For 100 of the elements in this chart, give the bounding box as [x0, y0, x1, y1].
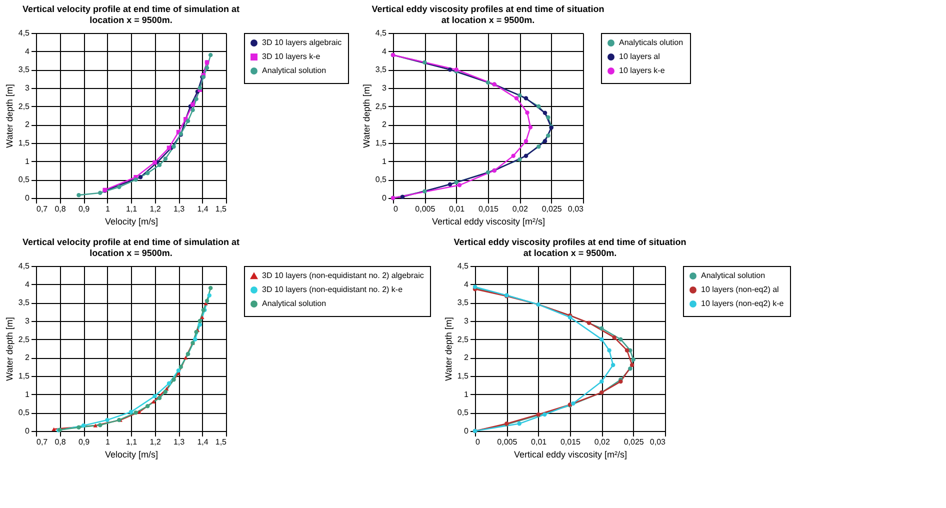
y-tick-label: 3,5 [18, 65, 30, 74]
x-tick-label: 1,2 [150, 204, 162, 214]
x-tick-label: 0,03 [650, 438, 666, 446]
x-tick-label: 1,4 [197, 438, 209, 446]
x-tick-label: 1,3 [173, 438, 186, 446]
y-tick-label: 1 [382, 156, 388, 166]
point [528, 125, 533, 130]
legend-label: 10 layers k-e [619, 66, 666, 75]
x-tick-label: 1,1 [126, 438, 138, 446]
x-tick-label: 1,5 [215, 204, 228, 214]
point [524, 96, 528, 100]
y-tick-label: 0,5 [18, 408, 30, 418]
legend-label: Analytical solution [262, 66, 326, 75]
legend-label: 10 layers (non-eq2) k-e [701, 299, 784, 308]
legend-label: 3D 10 layers algebraic [262, 38, 342, 47]
point [486, 170, 490, 174]
point [630, 362, 634, 368]
y-tick-label: 2 [25, 120, 30, 130]
point [486, 80, 490, 85]
point [511, 154, 516, 158]
point [518, 93, 522, 98]
point [514, 96, 519, 100]
chart-title: Vertical velocity profile at end time of simulation at location x = 9500m. [22, 237, 240, 258]
point [422, 189, 427, 194]
point [618, 337, 623, 342]
point [600, 337, 604, 342]
legend-label: 3D 10 layers (non-equidistant no. 2) k-e [262, 285, 404, 294]
y-tick-label: 2,5 [18, 334, 30, 344]
y-tick-label: 1,5 [457, 372, 470, 380]
x-tick-label: 0,03 [568, 204, 584, 214]
point [571, 401, 576, 406]
point [600, 379, 604, 384]
chart-title: Vertical eddy viscosity profiles at end time of situation at location x = 9500m. [454, 237, 686, 258]
y-tick-label: 2,5 [375, 102, 388, 111]
x-tick-label: 1 [106, 204, 111, 214]
x-tick-label: 0,005 [497, 438, 518, 446]
x-tick-label: 1,3 [173, 204, 186, 214]
point [448, 182, 452, 187]
x-tick-label: 0 [476, 438, 480, 446]
y-tick-label: 1 [25, 390, 30, 399]
x-axis-title: Velocity [m/s] [104, 216, 158, 226]
point [517, 422, 522, 426]
point [631, 357, 636, 362]
chart-title: Vertical eddy viscosity profiles at end time of situation at location x = 9500m. [372, 4, 604, 25]
x-tick-label: 0,8 [54, 204, 66, 214]
point [457, 183, 462, 188]
y-tick-label: 4,5 [375, 28, 388, 38]
point [546, 134, 550, 138]
y-tick-label: 4,5 [18, 262, 30, 270]
x-tick-label: 0,025 [624, 438, 644, 446]
legend-label: 3D 10 layers k-e [262, 52, 321, 61]
y-tick-label: 1 [464, 390, 470, 399]
y-tick-label: 4 [464, 280, 470, 289]
legend-label: Analyticals olution [619, 38, 684, 47]
point [600, 326, 604, 330]
y-tick-label: 0 [382, 194, 388, 202]
y-tick-label: 4 [25, 46, 30, 56]
y-tick-label: 1,5 [18, 138, 30, 148]
y-axis-title: Water depth [m] [4, 84, 14, 148]
legend-label: 10 layers al [619, 52, 660, 61]
legend-label: Analytical solution [262, 299, 326, 308]
y-tick-label: 3 [464, 316, 470, 326]
y-tick-label: 3 [25, 84, 30, 92]
y-tick-label: 2,5 [18, 102, 30, 111]
x-tick-label: 1 [106, 438, 111, 446]
y-tick-label: 0 [25, 426, 30, 436]
point [546, 115, 550, 120]
y-tick-label: 4,5 [457, 262, 470, 270]
point [524, 139, 528, 144]
y-tick-label: 0 [25, 194, 30, 202]
y-tick-label: 0,5 [18, 175, 30, 184]
point [524, 154, 528, 158]
point [542, 139, 548, 144]
point [542, 412, 547, 417]
y-tick-label: 4,5 [18, 28, 30, 38]
point [624, 348, 630, 352]
chart-title: Vertical velocity profile at end time of simulation at location x = 9500m. [22, 4, 240, 25]
x-tick-label: 0,9 [78, 204, 90, 214]
x-tick-label: 0 [394, 204, 398, 214]
y-tick-label: 0 [464, 426, 470, 436]
x-tick-label: 0,8 [54, 438, 66, 446]
point [542, 110, 548, 116]
x-tick-label: 1,5 [215, 438, 228, 446]
y-tick-label: 3,5 [457, 298, 470, 308]
point [400, 194, 405, 200]
x-axis-title: Vertical eddy viscosity [m²/s] [514, 450, 628, 460]
x-tick-label: 0,015 [560, 438, 582, 446]
legend-label: 3D 10 layers (non-equidistant no. 2) algebraic [262, 271, 424, 280]
y-tick-label: 4 [382, 46, 388, 56]
y-tick-label: 3,5 [18, 298, 30, 308]
point [607, 348, 612, 352]
x-tick-label: 0,02 [594, 438, 610, 446]
y-tick-label: 2 [382, 120, 388, 130]
x-axis-title: Velocity [m/s] [104, 450, 158, 460]
y-axis-title: Water depth [m] [361, 84, 372, 148]
y-tick-label: 1,5 [18, 372, 30, 380]
point [525, 110, 530, 115]
x-tick-label: 0,7 [36, 438, 48, 446]
y-tick-label: 2 [25, 353, 30, 362]
x-tick-label: 0,025 [542, 204, 562, 214]
